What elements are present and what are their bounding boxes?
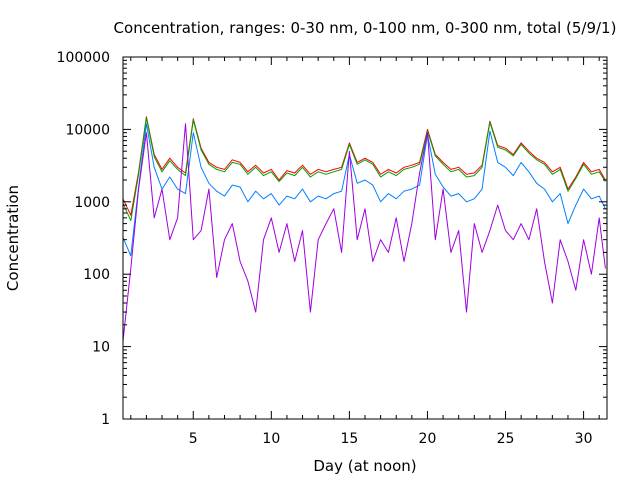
x-tick-label: 20	[419, 431, 437, 447]
x-tick-label: 25	[497, 431, 515, 447]
ticks-layer: 5 10 15 20 25 30 1 10 100 1000 10000 100000	[57, 50, 607, 447]
y-tick-label: 10000	[65, 122, 110, 138]
series-line-4	[122, 123, 606, 341]
x-axis-label: Day (at noon)	[313, 457, 416, 475]
series-line-2	[122, 117, 606, 222]
series-layer	[122, 116, 606, 341]
x-tick-label: 30	[575, 431, 593, 447]
y-tick-label: 100	[83, 267, 110, 283]
y-tick-label: 10	[92, 340, 110, 356]
y-tick-label: 1	[101, 412, 110, 428]
y-tick-label: 100000	[57, 50, 110, 66]
x-tick-label: 5	[189, 431, 198, 447]
y-axis-label: Concentration	[4, 185, 22, 291]
series-line-3	[122, 123, 606, 257]
y-tick-label: 1000	[74, 195, 110, 211]
series-line-1	[122, 116, 606, 216]
x-tick-label: 15	[340, 431, 358, 447]
chart-title: Concentration, ranges: 0-30 nm, 0-100 nm…	[114, 19, 617, 37]
x-tick-label: 10	[262, 431, 280, 447]
